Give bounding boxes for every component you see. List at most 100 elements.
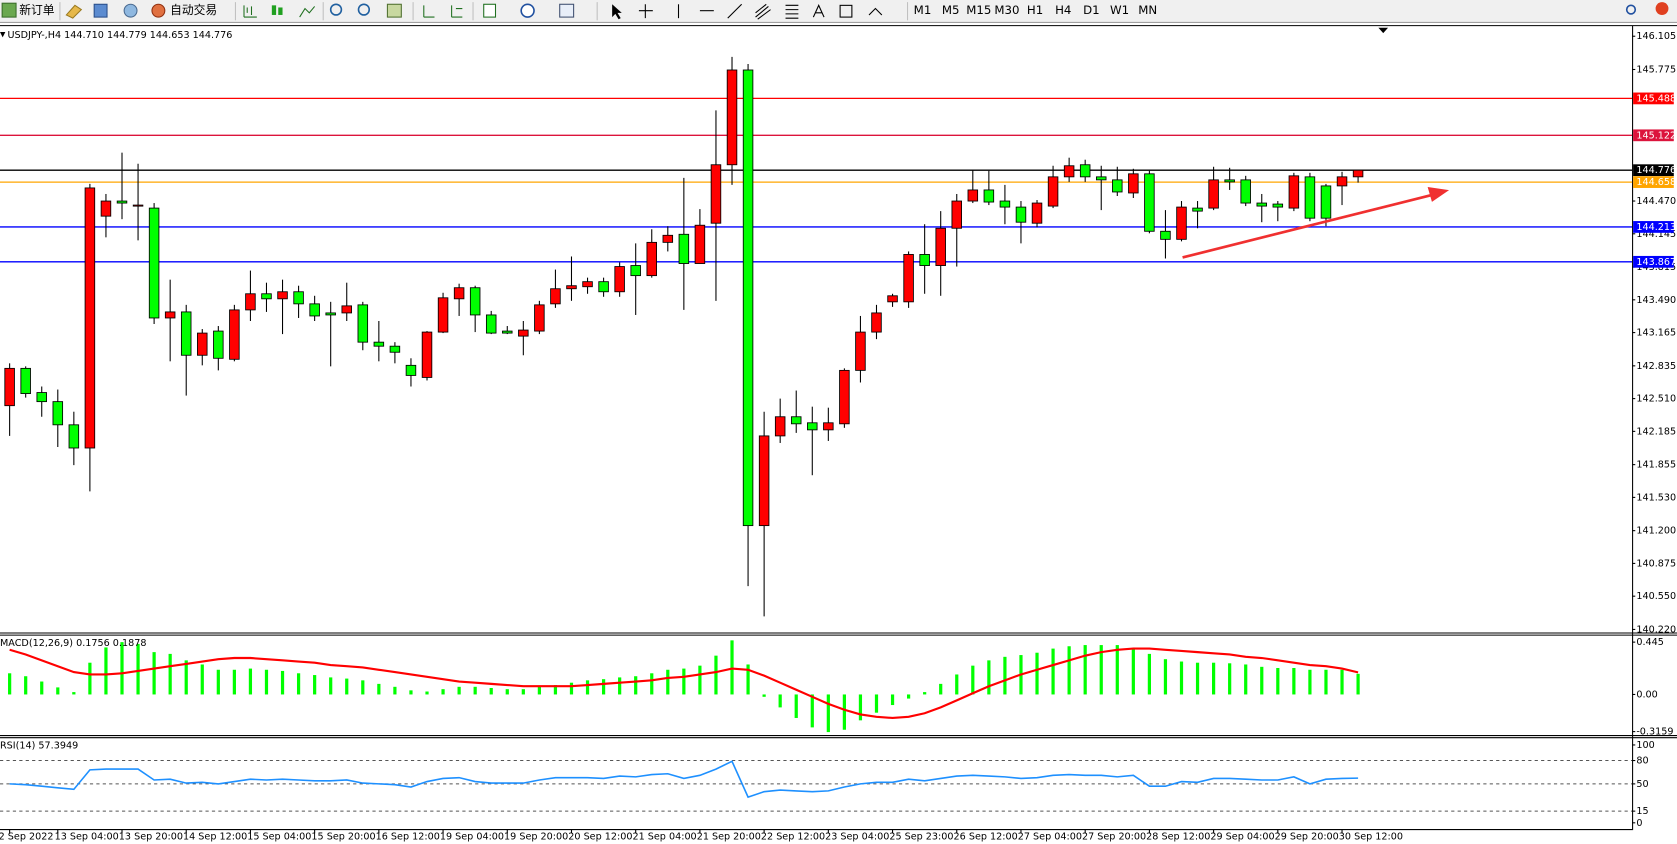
macd-bar (232, 669, 236, 695)
x-tick-label: 29 Sep 20:00 (1275, 832, 1339, 843)
macd-bar (1179, 661, 1184, 695)
indicators[interactable] (483, 3, 497, 18)
candle-body (1031, 202, 1043, 224)
macd-bar (56, 687, 60, 695)
price-level-label: 144.776 (1636, 165, 1676, 176)
timeframe-button[interactable]: M30 (994, 3, 1019, 17)
macd-bar (168, 653, 172, 695)
notifications[interactable] (1655, 2, 1669, 15)
x-tick-label: 15 Sep 04:00 (247, 832, 311, 843)
tile-windows[interactable] (386, 3, 402, 18)
macd-bar (1276, 667, 1280, 695)
x-tick-label: 14 Sep 12:00 (183, 832, 247, 843)
search[interactable] (1625, 4, 1637, 15)
timeframe-button[interactable]: D1 (1083, 3, 1100, 17)
macd-bar (730, 640, 734, 695)
x-tick-label: 19 Sep 20:00 (504, 832, 568, 843)
signal-line (9, 647, 1359, 720)
timeframe-button[interactable]: M5 (942, 3, 960, 17)
candle-body (807, 422, 818, 431)
auto-trading-button[interactable]: 自动交易 (151, 3, 217, 18)
y-tick-label: 144.145 (1636, 229, 1676, 240)
timeframe-button[interactable]: H4 (1055, 3, 1071, 17)
new-order-label[interactable]: 新订单 (19, 3, 55, 17)
x-tick-label: 30 Sep 12:00 (1339, 832, 1403, 843)
y-tick-label: 143.165 (1636, 328, 1676, 339)
y-tick-label: 50 (1636, 779, 1648, 790)
rsi-title: RSI(14) 57.3949 (0, 741, 78, 752)
x-tick-label: 22 Sep 12:00 (761, 832, 825, 843)
toolbar-icon[interactable] (299, 6, 316, 18)
channel-tool[interactable] (755, 3, 771, 20)
price-level-tag (1633, 255, 1674, 268)
candle-body (100, 200, 112, 217)
candle-body (213, 330, 224, 359)
price-level-label: 145.122 (1636, 130, 1676, 141)
cursor-tool[interactable] (612, 4, 622, 20)
y-tick-label: 145.775 (1636, 64, 1676, 75)
candle-body (566, 285, 577, 290)
arrows-tool[interactable] (868, 7, 883, 16)
macd-bar (1083, 645, 1087, 695)
label-tool[interactable] (839, 4, 853, 18)
y-tick-label: 0 (1636, 818, 1642, 829)
toolbar-icon[interactable] (243, 5, 257, 18)
macd-bar (8, 673, 12, 695)
macd-bar (152, 652, 156, 695)
timeframe-button[interactable]: H1 (1027, 3, 1043, 17)
candle-body (1160, 230, 1171, 240)
toolbar-icon[interactable] (423, 5, 435, 18)
candle-body (20, 367, 31, 394)
candle-body (710, 164, 722, 224)
toolbar-icon (1, 2, 17, 18)
templates[interactable] (559, 3, 575, 18)
macd-bar (1115, 645, 1119, 695)
timeframe-button[interactable]: W1 (1110, 3, 1129, 17)
periodicity[interactable] (520, 3, 535, 18)
y-tick-label: 140.550 (1636, 591, 1676, 602)
zoom-out[interactable] (357, 3, 371, 16)
candle-body (1240, 179, 1251, 204)
macd-bar (72, 692, 76, 695)
candle-body (437, 297, 449, 333)
macd-bar (136, 643, 140, 695)
chart-title: USDJPY-,H4 144.710 144.779 144.653 144.7… (7, 30, 232, 41)
toolbar-icon[interactable] (93, 3, 108, 18)
y-tick-label: 144.470 (1636, 196, 1676, 207)
candle-body (373, 341, 385, 347)
toolbar-icon[interactable] (271, 5, 277, 15)
price-level-label: 145.488 (1636, 93, 1676, 104)
auto-trading-label[interactable]: 自动交易 (170, 3, 217, 17)
macd-bar (601, 679, 606, 695)
macd-bar (569, 682, 574, 695)
trendline-tool[interactable] (727, 3, 743, 19)
x-tick-label: 20 Sep 12:00 (568, 832, 632, 843)
timeframe-button[interactable]: M1 (914, 3, 932, 17)
toolbar-icon[interactable] (123, 3, 138, 18)
arrow-head (1427, 186, 1450, 202)
macd-bar (874, 694, 879, 713)
toolbar-icon[interactable] (278, 7, 283, 15)
crosshair-tool[interactable] (638, 4, 653, 19)
toolbar-icon[interactable] (65, 4, 83, 19)
macd-bar (923, 692, 927, 695)
candle-body (1176, 206, 1187, 240)
timeframe-button[interactable]: M15 (966, 3, 991, 17)
fibo-tool[interactable] (785, 4, 799, 19)
toolbar-icon[interactable] (451, 5, 463, 18)
candle-body (341, 305, 352, 314)
new-order-button[interactable]: 新订单 (1, 2, 55, 18)
timeframe-button[interactable]: MN (1138, 3, 1157, 17)
y-tick-label: 142.510 (1636, 394, 1676, 405)
candle-body (887, 295, 898, 303)
zoom-in[interactable] (329, 3, 343, 16)
y-tick-label: 141.200 (1636, 526, 1676, 537)
x-tick-label: 21 Sep 20:00 (697, 832, 761, 843)
candle-body (758, 435, 770, 527)
text-tool[interactable] (812, 4, 825, 18)
y-tick-label: 15 (1636, 806, 1648, 817)
macd-bar (505, 689, 509, 695)
macd-bar (441, 689, 445, 695)
